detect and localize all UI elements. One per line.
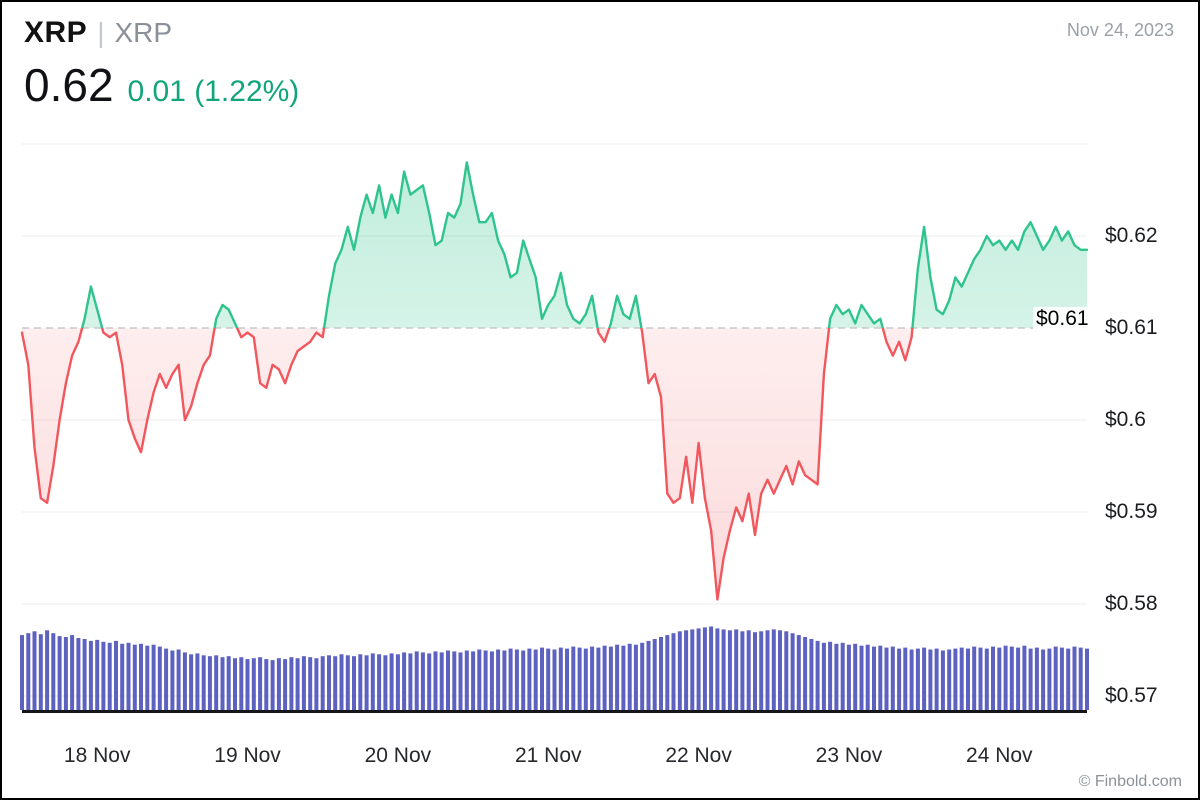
price-change: 0.01 (1.22%) [127, 75, 300, 108]
x-axis-label: 23 Nov [815, 744, 883, 767]
x-axis-label: 21 Nov [514, 744, 582, 767]
x-axis-label: 18 Nov [63, 744, 131, 767]
y-axis-label: $0.59 [1105, 500, 1158, 523]
title-separator: | [97, 17, 105, 48]
chart-header: XRP | XRP 0.62 0.01 (1.22%) [24, 16, 299, 112]
x-axis-label: 20 Nov [364, 744, 432, 767]
y-axis-label: $0.6 [1105, 408, 1146, 431]
asset-title: XRP | XRP [24, 16, 299, 50]
y-axis-label: $0.62 [1105, 224, 1158, 247]
y-axis-label: $0.57 [1105, 684, 1158, 707]
finbold-watermark: © Finbold.com [1078, 773, 1182, 790]
y-axis-label: $0.61 [1105, 316, 1158, 339]
x-axis-label: 24 Nov [966, 744, 1033, 767]
chart-date: Nov 24, 2023 [1066, 20, 1174, 40]
price-row: 0.62 0.01 (1.22%) [24, 58, 299, 112]
x-axis-label: 19 Nov [214, 744, 281, 767]
asset-name: XRP [114, 17, 173, 48]
x-axis-label: 22 Nov [665, 744, 732, 767]
y-axis-label: $0.58 [1105, 592, 1158, 615]
baseline-price-tag: $0.61 [1033, 307, 1092, 331]
current-price: 0.62 [24, 59, 114, 111]
asset-symbol: XRP [24, 16, 88, 49]
